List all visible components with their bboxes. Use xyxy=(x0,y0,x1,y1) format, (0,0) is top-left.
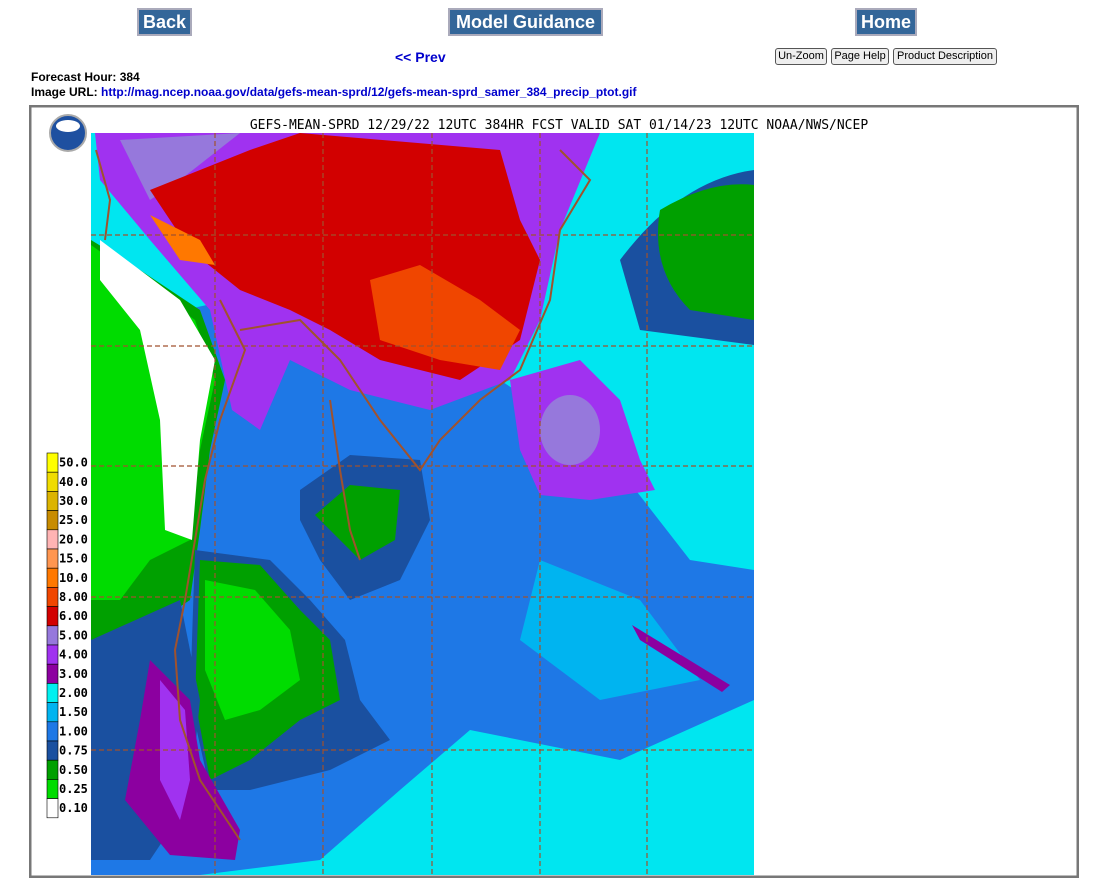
shade xyxy=(100,240,215,540)
legend-label: 3.00 xyxy=(59,667,88,681)
shade xyxy=(540,395,600,465)
legend-swatch xyxy=(46,779,59,799)
legend-swatch xyxy=(46,721,59,742)
shade xyxy=(520,560,700,700)
legend-label: 8.00 xyxy=(59,590,88,604)
legend-label: 5.00 xyxy=(59,628,88,642)
noaa-logo-mark xyxy=(56,120,80,132)
un-zoom-button[interactable]: Un-Zoom xyxy=(775,48,827,65)
back-button[interactable]: Back xyxy=(137,8,192,36)
legend-label: 50.0 xyxy=(59,456,88,470)
forecast-hour: Forecast Hour: 384 xyxy=(31,70,140,84)
legend-swatch xyxy=(46,625,59,646)
legend-swatch xyxy=(46,471,59,492)
legend-swatch xyxy=(46,798,59,819)
label: Forecast Hour: xyxy=(31,70,117,84)
legend-label: 10.0 xyxy=(59,571,88,585)
legend-swatch xyxy=(46,491,59,511)
legend-label: 6.00 xyxy=(59,609,88,623)
legend-swatch xyxy=(46,663,59,684)
shade xyxy=(315,485,400,560)
legend-label: 1.00 xyxy=(59,724,88,738)
shade xyxy=(150,215,215,265)
legend-swatch xyxy=(46,759,59,780)
legend-swatch xyxy=(46,740,59,761)
legend-swatch xyxy=(46,644,59,665)
map-frame: GEFS-MEAN-SPRD 12/29/22 12UTC 384HR FCST… xyxy=(29,105,1079,878)
legend-label: 0.75 xyxy=(59,744,88,758)
legend-label: 0.10 xyxy=(59,801,88,815)
legend-label: 30.0 xyxy=(59,494,88,508)
shade xyxy=(370,265,520,370)
coastline xyxy=(95,149,592,841)
legend-swatch xyxy=(46,548,59,569)
legend-swatch xyxy=(46,567,59,588)
legend-label: 20.0 xyxy=(59,532,88,546)
legend-label: 40.0 xyxy=(59,475,88,489)
url-link[interactable]: http://mag.ncep.noaa.gov/data/gefs-mean-… xyxy=(101,85,637,99)
legend-swatch xyxy=(46,606,59,627)
label: Image URL: xyxy=(31,85,98,99)
legend-swatch xyxy=(46,529,59,550)
product-description-button[interactable]: Product Description xyxy=(893,48,997,65)
legend-label: 4.00 xyxy=(59,648,88,662)
page-help-button[interactable]: Page Help xyxy=(831,48,889,65)
prev-link[interactable]: << Prev xyxy=(395,49,446,65)
model-guidance-button[interactable]: Model Guidance xyxy=(448,8,603,36)
map-title: GEFS-MEAN-SPRD 12/29/22 12UTC 384HR FCST… xyxy=(250,118,868,133)
legend-label: 1.50 xyxy=(59,705,88,719)
image-url: Image URL: http://mag.ncep.noaa.gov/data… xyxy=(31,85,637,99)
legend-label: 25.0 xyxy=(59,513,88,527)
legend-swatch xyxy=(46,702,59,723)
legend-label: 2.00 xyxy=(59,686,88,700)
home-button[interactable]: Home xyxy=(855,8,917,36)
legend-label: 0.50 xyxy=(59,763,88,777)
legend-swatch xyxy=(46,510,59,531)
value: 384 xyxy=(119,70,140,84)
shade xyxy=(205,580,300,720)
legend-swatch xyxy=(46,587,59,607)
legend-label: 0.25 xyxy=(59,782,88,796)
shade xyxy=(658,184,754,320)
legend-swatch xyxy=(46,452,59,473)
legend-label: 15.0 xyxy=(59,552,88,566)
legend-swatch xyxy=(46,683,59,703)
shade xyxy=(120,133,240,200)
grid xyxy=(91,133,754,875)
shade xyxy=(632,625,730,692)
